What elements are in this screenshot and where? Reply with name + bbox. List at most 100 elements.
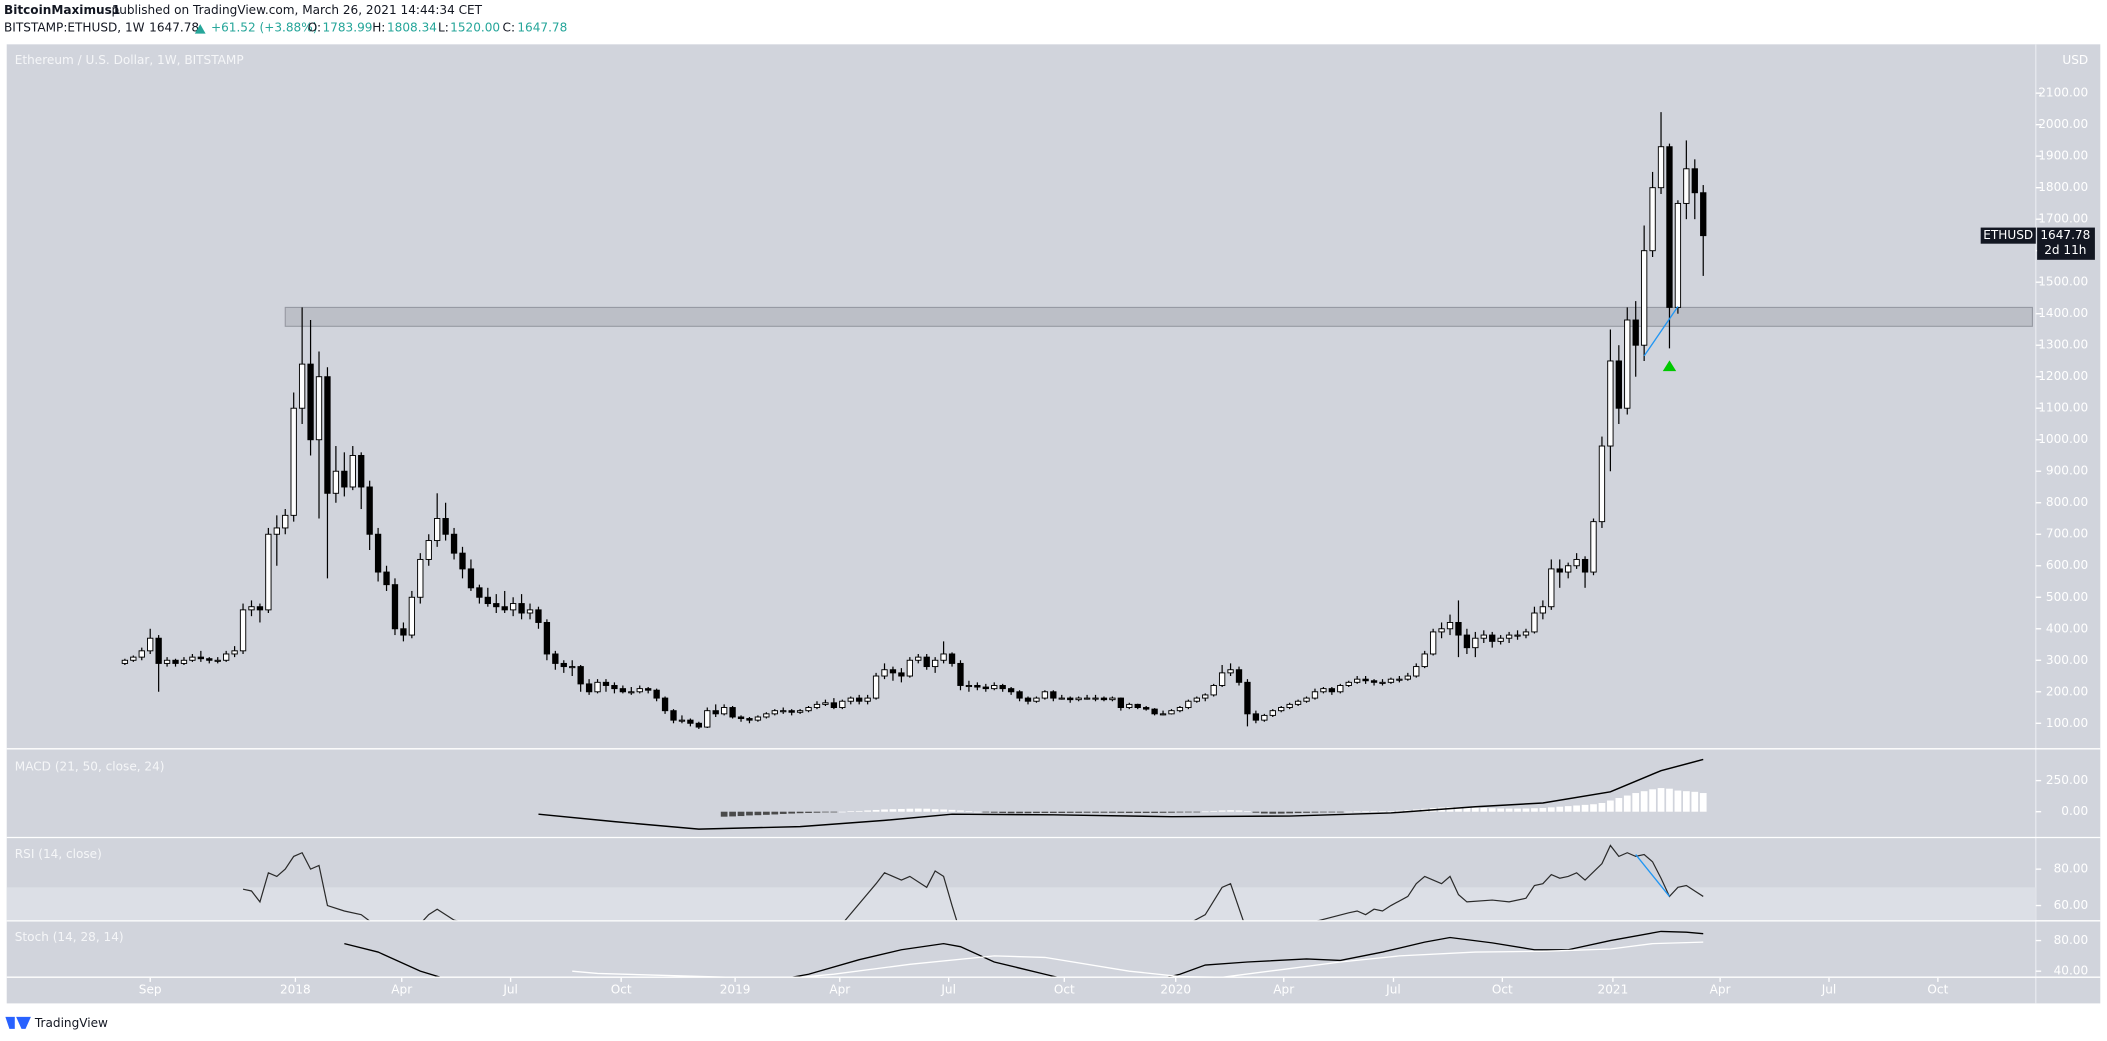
- candle-body: [594, 681, 601, 693]
- candle-body: [1362, 678, 1369, 682]
- macd-histogram-bar: [1547, 807, 1555, 812]
- candle-body: [965, 685, 973, 688]
- y-tick-label: 600.00: [2046, 558, 2088, 572]
- macd-histogram-bar: [830, 811, 838, 813]
- macd-pane: [538, 758, 1707, 830]
- candle-body: [197, 656, 205, 660]
- stoch-pane: [344, 930, 1704, 977]
- candle-body: [805, 707, 812, 712]
- candle-body: [1556, 568, 1563, 573]
- candle-body: [434, 518, 441, 542]
- y-tick-label: 900.00: [2046, 464, 2088, 478]
- published: published on TradingView.com, March 26, …: [112, 3, 483, 17]
- candle-body: [1328, 688, 1336, 693]
- stoch-line: [344, 930, 1704, 977]
- candle-body: [780, 710, 787, 713]
- symbol-label: ETHUSD: [1983, 228, 2033, 242]
- high-label: H:: [372, 21, 385, 35]
- x-tick-label: Oct: [611, 982, 632, 996]
- x-tick-label: Sep: [139, 982, 162, 996]
- candle-body: [341, 470, 348, 488]
- candle-body: [1683, 168, 1690, 204]
- candle-body: [467, 568, 475, 589]
- macd-histogram-bar: [1657, 788, 1665, 812]
- macd-histogram-bar: [1049, 811, 1057, 813]
- y-tick-label: 0.00: [2061, 804, 2088, 818]
- candle-body: [1083, 697, 1091, 700]
- candle-body: [535, 609, 542, 623]
- candle-body: [298, 363, 306, 409]
- candle-body: [223, 653, 230, 661]
- macd-histogram-bar: [1682, 791, 1690, 812]
- macd-histogram-bar: [906, 808, 914, 812]
- macd-histogram-bar: [1328, 811, 1336, 813]
- candle-body: [1505, 634, 1513, 639]
- candle-body: [366, 486, 373, 535]
- macd-histogram-bar: [1041, 811, 1049, 813]
- x-tick-label: 2021: [1598, 982, 1629, 996]
- candle-body: [1624, 319, 1631, 409]
- candle-body: [1261, 714, 1268, 721]
- macd-histogram-bar: [1134, 811, 1142, 813]
- macd-histogram-bar: [788, 811, 796, 814]
- brand: TradingView: [34, 1016, 108, 1030]
- candle-body: [1159, 713, 1167, 716]
- candle-body: [526, 609, 534, 614]
- macd-histogram-bar: [1598, 803, 1606, 812]
- candle-body: [585, 683, 593, 693]
- candle-body: [130, 656, 137, 661]
- trendline: [1643, 306, 1679, 357]
- macd-histogram-bar: [1320, 811, 1327, 813]
- y-tick-label: 80.00: [2054, 862, 2089, 876]
- candle-body: [147, 637, 154, 652]
- low-label: L:: [438, 21, 449, 35]
- candle-body: [1210, 685, 1217, 696]
- candle-body: [1657, 146, 1665, 189]
- candle-body: [248, 606, 255, 611]
- macd-histogram-bar: [855, 810, 863, 812]
- macd-histogram-bar: [1083, 811, 1091, 813]
- x-tick-label: 2019: [720, 982, 751, 996]
- candle-body: [1607, 360, 1614, 447]
- x-tick-label: Oct: [1927, 982, 1948, 996]
- macd-histogram-bar: [1151, 811, 1158, 813]
- candle-body: [1472, 637, 1479, 649]
- macd-histogram-bar: [779, 811, 787, 814]
- macd-histogram-bar: [1117, 811, 1125, 813]
- candle-body: [889, 669, 897, 674]
- candle-body: [645, 688, 652, 691]
- macd-histogram-bar: [1100, 811, 1108, 813]
- candle-body: [847, 697, 854, 702]
- candle-body: [1531, 612, 1538, 633]
- macd-histogram-bar: [1336, 811, 1344, 813]
- up-arrow: [194, 24, 206, 34]
- candle-body: [1413, 666, 1420, 677]
- candle-body: [1286, 703, 1293, 709]
- low: 1520.00: [450, 21, 500, 35]
- candle-body: [1320, 688, 1327, 693]
- candle-body: [1252, 713, 1260, 721]
- candle-body: [771, 710, 778, 715]
- macd-histogram-bar: [1252, 811, 1260, 813]
- candle-body: [1100, 697, 1108, 701]
- candle-body: [180, 659, 188, 664]
- candle-body: [687, 719, 694, 724]
- macd-histogram-bar: [1446, 807, 1454, 812]
- macd-histogram-bar: [1176, 811, 1184, 813]
- candle-body: [155, 637, 162, 664]
- candle-body: [400, 628, 407, 636]
- macd-histogram-bar: [957, 810, 964, 812]
- candle-body: [442, 518, 449, 535]
- candle-body: [1497, 637, 1504, 642]
- candle-body: [231, 650, 238, 655]
- resistance-zone: [284, 306, 2033, 327]
- macd-histogram-bar: [1218, 810, 1226, 812]
- macd-histogram-bar: [1362, 811, 1369, 813]
- y-tick-label: 1200.00: [2038, 369, 2088, 383]
- stoch-title: Stoch (14, 28, 14): [15, 930, 124, 944]
- macd-histogram-bar: [1488, 808, 1496, 812]
- candle-body: [543, 621, 551, 655]
- macd-histogram-bar: [1244, 811, 1251, 812]
- macd-histogram-bar: [762, 811, 770, 815]
